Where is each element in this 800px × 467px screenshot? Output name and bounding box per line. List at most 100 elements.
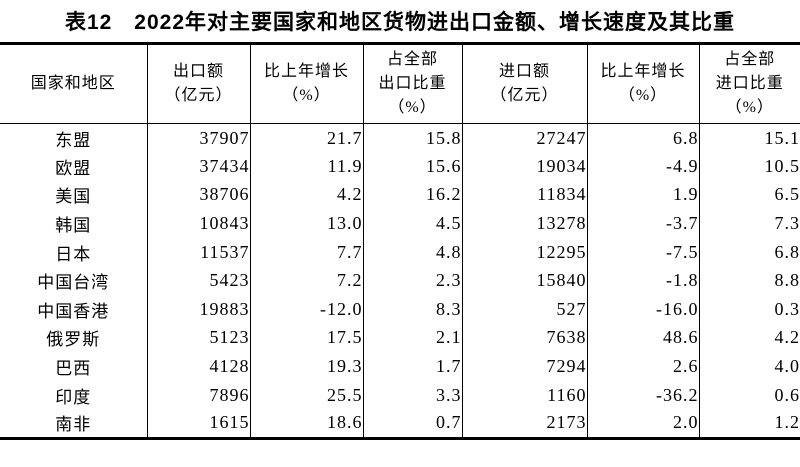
cell-region: 俄罗斯 (0, 323, 148, 353)
cell-region: 印度 (0, 380, 148, 410)
header-line: 出口额 (172, 63, 224, 80)
cell-import-value: 527 (462, 295, 588, 324)
cell-region: 欧盟 (0, 152, 148, 181)
cell-import-share: 8.8 (774, 270, 800, 291)
header-line: 进口比重 (715, 75, 784, 92)
cell-import-growth: -4.9 (587, 152, 700, 181)
cell-region: 美国 (0, 180, 148, 210)
header-line: （亿元） (164, 87, 233, 104)
cell-export-share: 2.1 (363, 323, 463, 353)
cell-import-share: 6.8 (774, 241, 800, 262)
cell-export-value: 19883 (147, 295, 251, 324)
cell-import-value: 27247 (462, 123, 588, 153)
cell-export-share: 8.3 (363, 295, 463, 324)
header-line: 比上年增长 (263, 63, 349, 80)
header-line: （亿元） (490, 87, 559, 104)
cell-import-growth: 6.8 (587, 123, 700, 153)
cell-import-share: 6.5 (774, 184, 800, 205)
cell-import-share: 4.0 (774, 356, 800, 377)
cell-import-share: 1.2 (774, 412, 800, 433)
header-row: 国家和地区 出口额 （亿元） 比上年增长 （%） 占全部 出口比重 （%） 进口… (0, 43, 800, 124)
cell-export-share: 16.2 (363, 180, 463, 210)
cell-export-share: 0.7 (363, 409, 463, 439)
col-header-region: 国家和地区 (0, 43, 148, 124)
cell-import-share: 10.5 (764, 155, 800, 176)
cell-export-value: 5423 (147, 266, 251, 296)
cell-region: 中国香港 (0, 295, 148, 324)
cell-export-growth: 11.9 (250, 152, 364, 181)
cell-export-share: 4.8 (363, 237, 463, 267)
cell-import-value: 7638 (462, 323, 588, 353)
table-row: 印度 7896 25.5 3.3 1160 -36.2 0.6 (0, 380, 800, 410)
cell-export-growth: 13.0 (250, 209, 364, 238)
header-line: （%） (618, 87, 668, 104)
header-line: 国家和地区 (30, 75, 116, 92)
cell-import-growth: -7.5 (587, 237, 700, 267)
table-title: 表12 2022年对主要国家和地区货物进出口金额、增长速度及其比重 (64, 11, 736, 34)
cell-export-growth: 25.5 (250, 380, 364, 410)
cell-region: 日本 (0, 237, 148, 267)
cell-import-growth: -36.2 (587, 380, 700, 410)
cell-export-growth: 18.6 (250, 409, 364, 439)
cell-export-share: 1.7 (363, 352, 463, 381)
header-line: （%） (388, 99, 437, 116)
cell-export-growth: 19.3 (250, 352, 364, 381)
cell-import-growth: -1.8 (587, 266, 700, 296)
table-row: 韩国 10843 13.0 4.5 13278 -3.7 7.3 (0, 209, 800, 238)
cell-export-growth: 7.2 (250, 266, 364, 296)
cell-import-value: 12295 (462, 237, 588, 267)
trade-table: 国家和地区 出口额 （亿元） 比上年增长 （%） 占全部 出口比重 （%） 进口… (0, 42, 800, 440)
cell-import-value: 7294 (462, 352, 588, 381)
cell-region: 中国台湾 (0, 266, 148, 296)
cell-export-value: 37907 (147, 123, 251, 153)
table-row: 欧盟 37434 11.9 15.6 19034 -4.9 10.5 (0, 152, 800, 181)
header-line: 进口额 (498, 63, 550, 80)
cell-export-value: 1615 (147, 409, 251, 439)
table-row: 日本 11537 7.7 4.8 12295 -7.5 6.8 (0, 237, 800, 267)
cell-import-share: 0.3 (774, 298, 800, 319)
cell-export-growth: 17.5 (250, 323, 364, 353)
table-row: 中国香港 19883 -12.0 8.3 527 -16.0 0.3 (0, 295, 800, 324)
header-line: 出口比重 (378, 75, 447, 92)
cell-export-share: 2.3 (363, 266, 463, 296)
col-header-export-value: 出口额 （亿元） (147, 43, 251, 124)
header-line: 占全部 (386, 51, 438, 68)
table-row: 东盟 37907 21.7 15.8 27247 6.8 15.1 (0, 123, 800, 153)
cell-region: 南非 (0, 409, 148, 439)
cell-import-growth: -3.7 (587, 209, 700, 238)
cell-region: 东盟 (0, 123, 148, 153)
cell-region: 巴西 (0, 352, 148, 381)
cell-import-share: 7.3 (774, 213, 800, 234)
cell-export-share: 15.6 (363, 152, 463, 181)
table-row: 美国 38706 4.2 16.2 11834 1.9 6.5 (0, 180, 800, 210)
header-line: （%） (725, 99, 774, 116)
table-row: 巴西 4128 19.3 1.7 7294 2.6 4.0 (0, 352, 800, 381)
table-row: 俄罗斯 5123 17.5 2.1 7638 48.6 4.2 (0, 323, 800, 353)
cell-import-value: 2173 (462, 409, 588, 439)
cell-import-growth: 1.9 (587, 180, 700, 210)
cell-export-value: 11537 (147, 237, 251, 267)
cell-export-share: 4.5 (363, 209, 463, 238)
table-row: 南非 1615 18.6 0.7 2173 2.0 1.2 (0, 409, 800, 439)
table-row: 中国台湾 5423 7.2 2.3 15840 -1.8 8.8 (0, 266, 800, 296)
col-header-import-value: 进口额 （亿元） (462, 43, 588, 124)
header-line: （%） (282, 87, 331, 104)
cell-export-share: 3.3 (363, 380, 463, 410)
cell-import-share: 0.6 (774, 384, 800, 405)
cell-import-value: 11834 (462, 180, 588, 210)
cell-export-growth: -12.0 (250, 295, 364, 324)
cell-region: 韩国 (0, 209, 148, 238)
cell-import-growth: -16.0 (587, 295, 700, 324)
cell-import-growth: 2.0 (587, 409, 700, 439)
cell-export-value: 4128 (147, 352, 251, 381)
cell-export-share: 15.8 (363, 123, 463, 153)
cell-export-value: 38706 (147, 180, 251, 210)
cell-export-growth: 7.7 (250, 237, 364, 267)
cell-import-value: 15840 (462, 266, 588, 296)
cell-export-value: 5123 (147, 323, 251, 353)
cell-import-value: 19034 (462, 152, 588, 181)
header-line: 比上年增长 (600, 63, 686, 80)
cell-import-growth: 2.6 (587, 352, 700, 381)
cell-export-value: 37434 (147, 152, 251, 181)
